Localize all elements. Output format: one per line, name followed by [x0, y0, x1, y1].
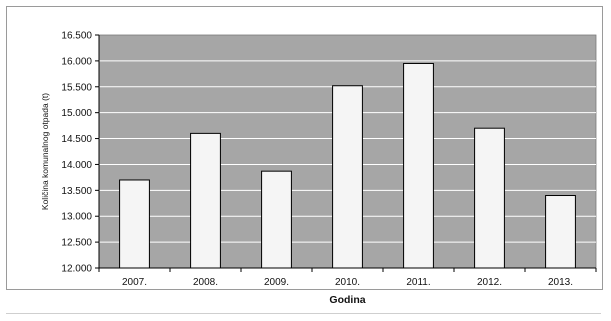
- bar-2013: [545, 195, 576, 269]
- x-tick-label: 2007.: [122, 277, 147, 288]
- x-tick-label: 2009.: [264, 277, 289, 288]
- y-axis-ticks: 12.000 12.500 13.000 13.500 14.000 14.500 15.0…: [61, 31, 100, 275]
- x-axis-label: Godina: [329, 294, 365, 306]
- y-tick-label: 14.500: [61, 134, 92, 145]
- bars: [119, 62, 576, 269]
- y-tick-label: 15.000: [61, 108, 92, 119]
- y-axis-label: Količina komunalnog otpada (t): [40, 93, 50, 210]
- bar-2009: [261, 170, 292, 269]
- bar-2011: [403, 62, 434, 269]
- bar-2007: [119, 179, 150, 269]
- bar-2008: [190, 132, 221, 269]
- bar-2010: [332, 85, 363, 269]
- y-tick-label: 16.000: [61, 56, 92, 67]
- y-tick-label: 15.500: [61, 82, 92, 93]
- x-axis-ticks: 2007. 2008. 2009. 2010. 2011. 2012. 2013.: [98, 267, 597, 288]
- y-tick-label: 14.000: [61, 160, 92, 171]
- x-tick-label: 2008.: [193, 277, 218, 288]
- y-tick-label: 16.500: [61, 31, 92, 42]
- x-tick-label: 2011.: [406, 277, 430, 288]
- x-tick-label: 2010.: [335, 277, 360, 288]
- bar-2012: [474, 127, 505, 269]
- divider: [6, 313, 601, 314]
- x-tick-label: 2013.: [548, 277, 573, 288]
- y-tick-label: 12.500: [61, 238, 92, 249]
- y-tick-label: 13.000: [61, 212, 92, 223]
- y-tick-label: 12.000: [61, 264, 92, 275]
- x-tick-label: 2012.: [477, 277, 502, 288]
- y-tick-label: 13.500: [61, 186, 92, 197]
